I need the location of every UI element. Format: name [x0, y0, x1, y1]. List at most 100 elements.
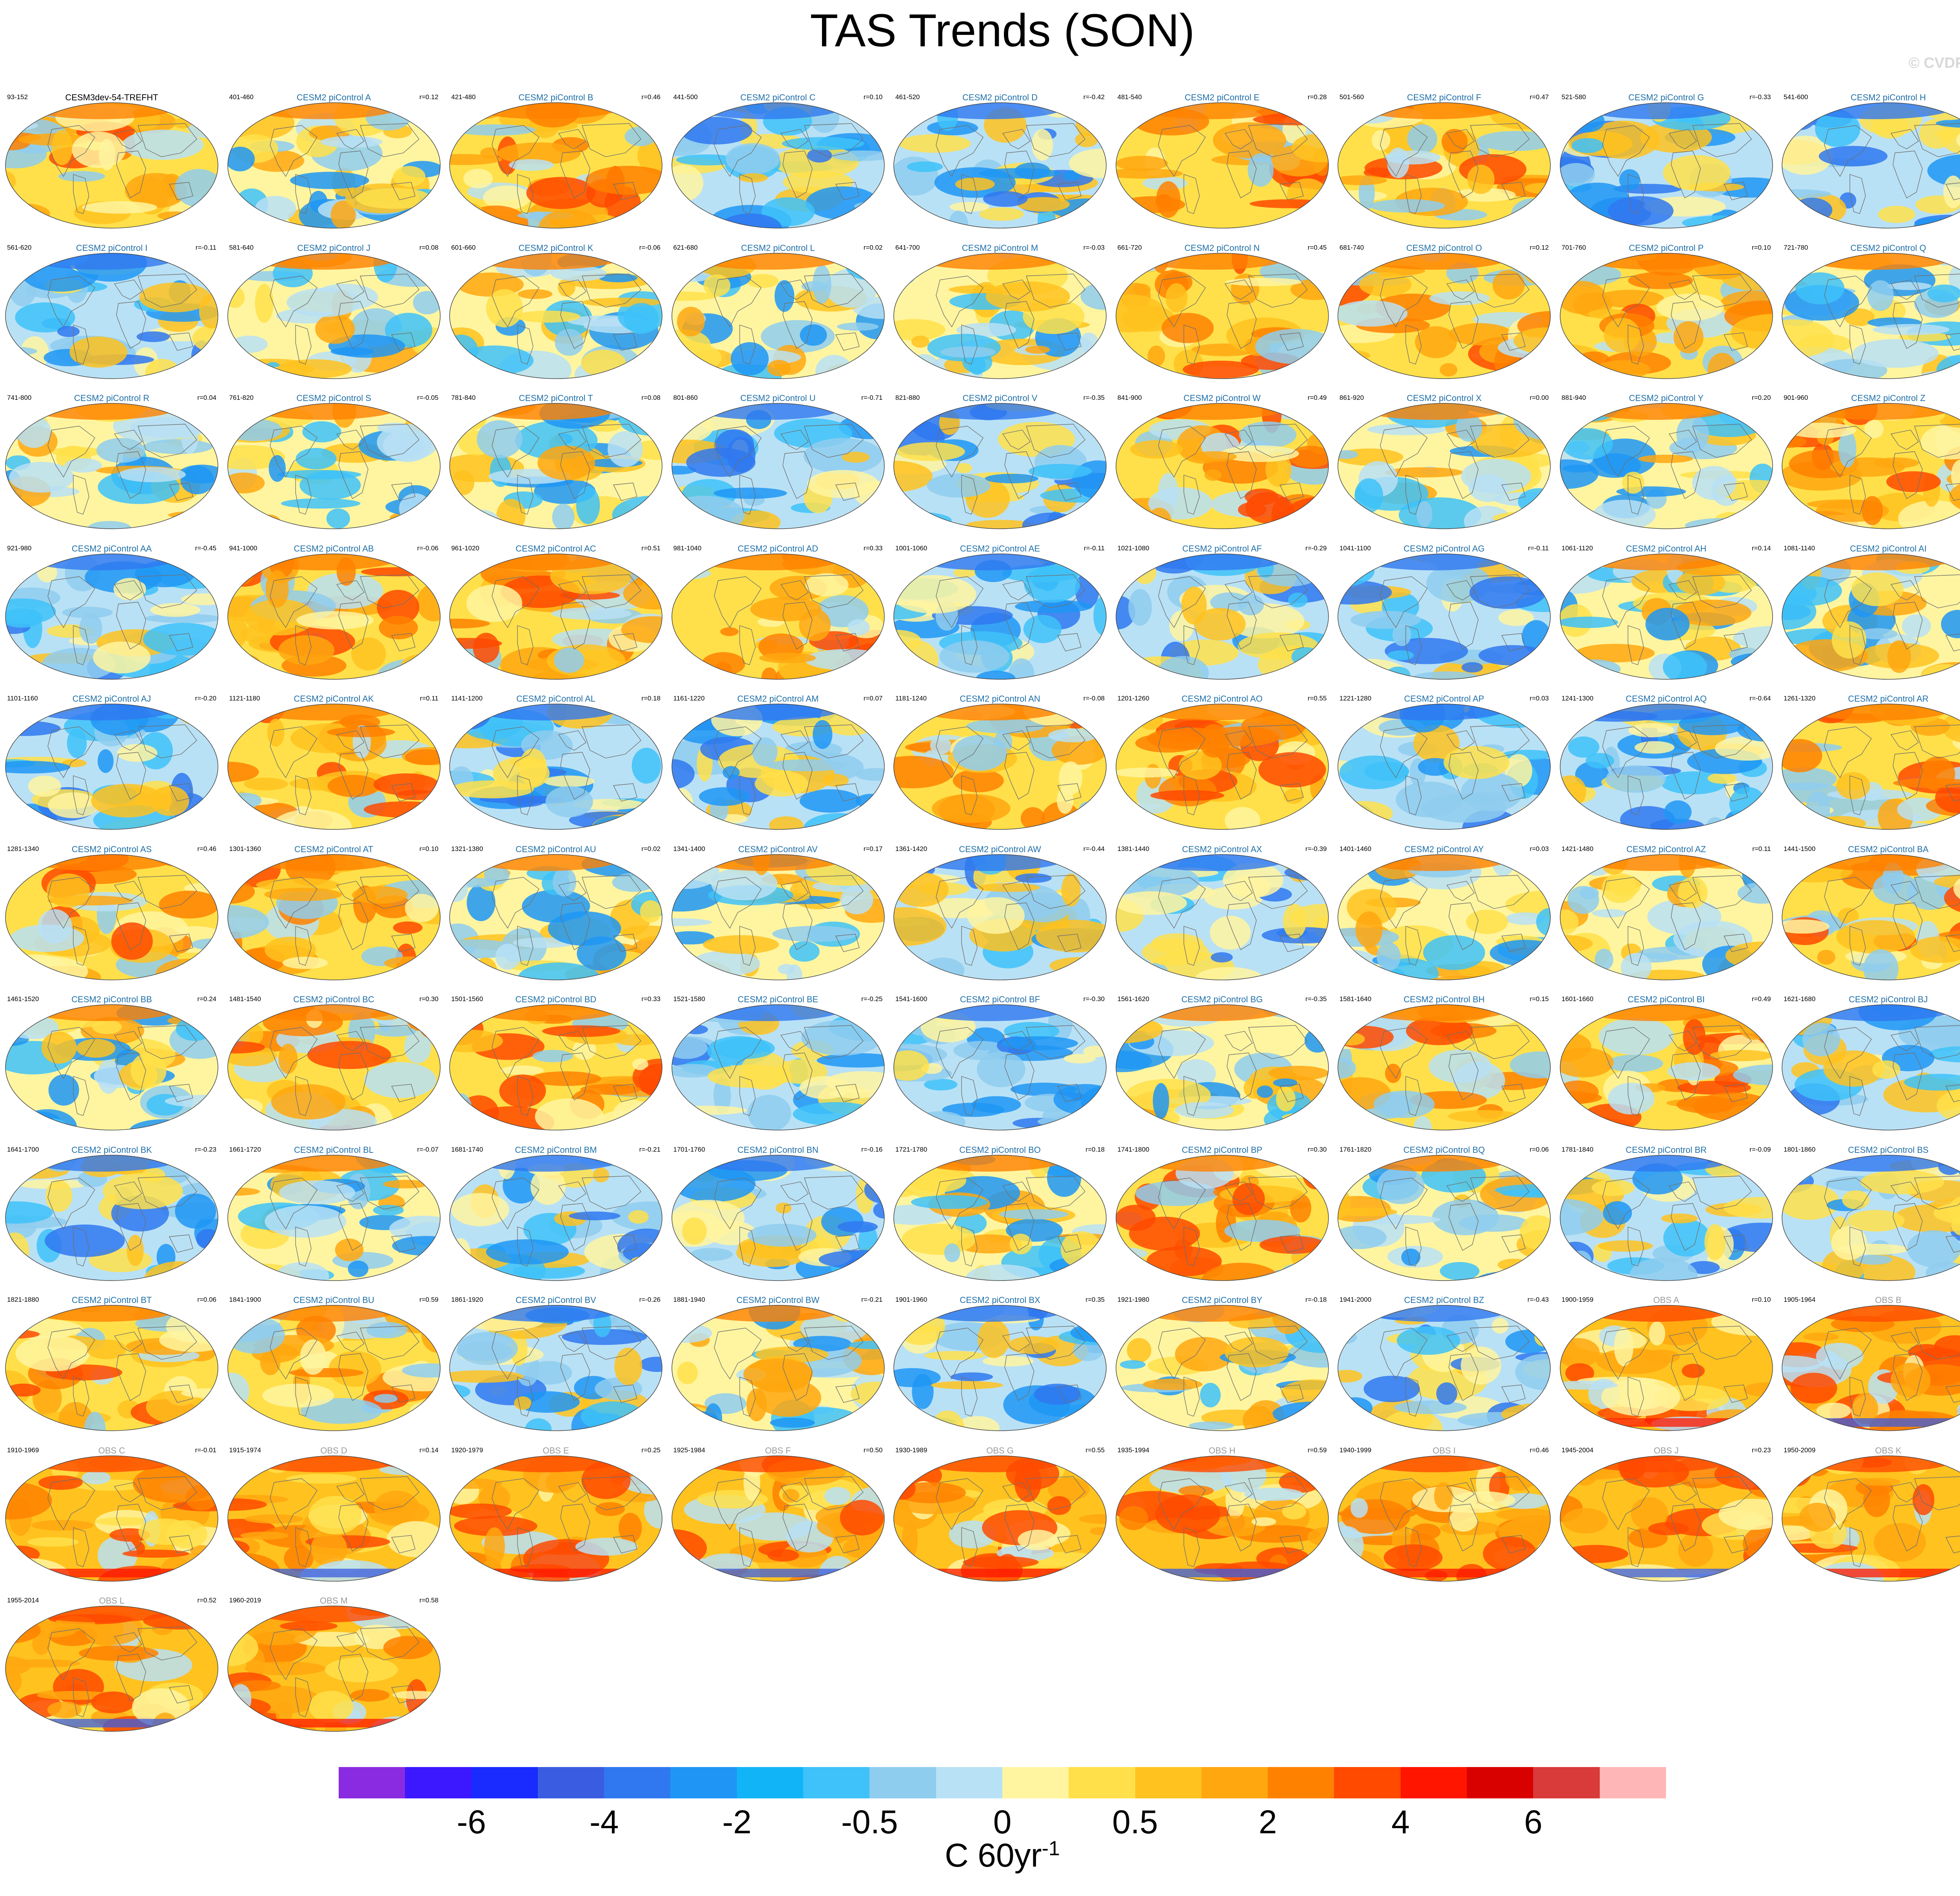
world-map-robinson: [5, 1305, 218, 1431]
panel-correlation: r=0.55: [1307, 695, 1327, 702]
panel-period: 641-700: [895, 243, 920, 251]
panel-correlation: r=-0.20: [195, 695, 216, 702]
colorbar-swatch: [1400, 1767, 1467, 1798]
panel-period: 1501-1560: [451, 995, 483, 1003]
map-panel: 1641-1700 CESM2 piControl BK r=-0.23: [1, 1132, 223, 1283]
map-panel: 1241-1300 CESM2 piControl AQ r=-0.64: [1555, 681, 1777, 832]
map-panel: 1541-1600 CESM2 piControl BF r=-0.30: [889, 982, 1111, 1132]
world-map-robinson: [893, 102, 1107, 229]
world-map-robinson: [1115, 403, 1329, 529]
panel-correlation: r=0.17: [863, 845, 883, 853]
panel-label: OBS I: [1432, 1445, 1456, 1455]
map-panel: 93-152 CESM3dev-54-TREFHT: [1, 80, 223, 230]
map-panel: 961-1020 CESM2 piControl AC r=0.51: [445, 531, 667, 682]
world-map-robinson: [5, 252, 218, 379]
panel-label: CESM2 piControl BE: [737, 994, 818, 1004]
panel-correlation: r=0.18: [641, 695, 661, 702]
panel-correlation: r=0.00: [1530, 394, 1549, 401]
panel-period: 1721-1780: [895, 1145, 927, 1153]
panel-label: CESM2 piControl AN: [960, 694, 1040, 704]
panel-correlation: r=-0.44: [1083, 845, 1105, 853]
panel-label: CESM2 piControl BW: [736, 1295, 820, 1305]
world-map-robinson: [227, 1154, 441, 1281]
colorbar-tick-label: -2: [722, 1803, 752, 1840]
world-map-robinson: [449, 854, 662, 980]
panel-label: CESM2 piControl K: [518, 243, 593, 253]
panel-correlation: r=0.46: [641, 93, 661, 101]
map-panel: 1900-1959 OBS A r=0.10: [1555, 1283, 1777, 1433]
world-map-robinson: [1115, 252, 1329, 379]
panel-label: CESM2 piControl D: [962, 93, 1038, 102]
panel-label: CESM2 piControl BM: [515, 1145, 597, 1155]
panel-correlation: r=-0.43: [1527, 1296, 1549, 1303]
panel-correlation: r=0.20: [1751, 394, 1771, 401]
panel-period: 461-520: [895, 93, 920, 101]
panel-period: 781-840: [451, 394, 476, 401]
map-panel: 801-860 CESM2 piControl U r=-0.71: [667, 381, 889, 531]
panel-label: CESM2 piControl AU: [515, 844, 596, 854]
world-map-robinson: [1559, 553, 1773, 680]
panel-period: 1920-1979: [451, 1446, 483, 1454]
panel-correlation: r=0.15: [1530, 995, 1549, 1003]
panel-label: CESM2 piControl BF: [960, 994, 1040, 1004]
map-panel: 981-1040 CESM2 piControl AD r=0.33: [667, 531, 889, 682]
map-panel: 681-740 CESM2 piControl O r=0.12: [1333, 230, 1555, 381]
map-panel: 1601-1660 CESM2 piControl BI r=0.49: [1555, 982, 1777, 1132]
world-map-robinson: [5, 403, 218, 529]
panel-correlation: r=0.08: [419, 243, 439, 251]
panel-period: 1950-2009: [1784, 1446, 1816, 1454]
map-panel: 1841-1900 CESM2 piControl BU r=0.59: [223, 1283, 445, 1433]
panel-period: 761-820: [229, 394, 254, 401]
world-map-robinson: [1115, 854, 1329, 980]
world-map-robinson: [893, 1154, 1107, 1281]
panel-correlation: r=-0.26: [639, 1296, 661, 1303]
world-map-robinson: [671, 704, 885, 830]
map-panel: 1001-1060 CESM2 piControl AE r=-0.11: [889, 531, 1111, 682]
map-panel: 1141-1200 CESM2 piControl AL r=0.18: [445, 681, 667, 832]
panel-label: CESM2 piControl AA: [71, 543, 152, 553]
panel-period: 1661-1720: [229, 1145, 261, 1153]
world-map-robinson: [893, 403, 1107, 529]
panel-label: CESM2 piControl AH: [1626, 543, 1707, 553]
panel-period: 561-620: [7, 243, 32, 251]
panel-correlation: r=-0.01: [195, 1446, 216, 1454]
world-map-robinson: [671, 1305, 885, 1431]
panel-period: 441-500: [673, 93, 698, 101]
panel-label: OBS K: [1875, 1445, 1902, 1455]
world-map-robinson: [5, 704, 218, 830]
panel-label: CESM2 piControl O: [1406, 243, 1482, 253]
panel-correlation: r=0.49: [1307, 394, 1327, 401]
panel-correlation: r=-0.08: [1083, 695, 1105, 702]
world-map-robinson: [1782, 854, 1960, 980]
panel-period: 1421-1480: [1561, 845, 1593, 853]
panel-period: 1321-1380: [451, 845, 483, 853]
map-panel: 481-540 CESM2 piControl E r=0.28: [1111, 80, 1333, 230]
panel-correlation: r=-0.23: [195, 1145, 216, 1153]
panel-label: CESM2 piControl AM: [737, 694, 819, 704]
panel-correlation: r=0.49: [1751, 995, 1771, 1003]
world-map-robinson: [227, 252, 441, 379]
panel-period: 1241-1300: [1561, 695, 1593, 702]
map-panel: 761-820 CESM2 piControl S r=-0.05: [223, 381, 445, 531]
panel-correlation: r=0.50: [863, 1446, 883, 1454]
map-panel: 1921-1980 CESM2 piControl BY r=-0.18: [1111, 1283, 1333, 1433]
map-panel: 1741-1800 CESM2 piControl BP r=0.30: [1111, 1132, 1333, 1283]
panel-label: CESM2 piControl U: [740, 393, 816, 403]
world-map-robinson: [227, 1305, 441, 1431]
colorbar-swatch: [471, 1767, 538, 1798]
panel-label: CESM2 piControl BR: [1626, 1145, 1707, 1155]
world-map-robinson: [227, 102, 441, 229]
map-panel: 1501-1560 CESM2 piControl BD r=0.33: [445, 982, 667, 1132]
colorbar-units: C 60yr-1: [0, 1836, 1960, 1874]
colorbar-swatch: [537, 1767, 604, 1798]
panel-period: 1341-1400: [673, 845, 705, 853]
world-map-robinson: [1338, 102, 1551, 229]
panel-correlation: r=0.55: [1085, 1446, 1105, 1454]
panel-label: CESM2 piControl AX: [1182, 844, 1262, 854]
panel-label: CESM2 piControl BS: [1848, 1145, 1929, 1155]
units-base: C 60yr: [945, 1837, 1042, 1874]
world-map-robinson: [449, 252, 662, 379]
panel-label: CESM2 piControl AB: [294, 543, 374, 553]
panel-label: CESM2 piControl AV: [738, 844, 818, 854]
world-map-robinson: [449, 704, 662, 830]
